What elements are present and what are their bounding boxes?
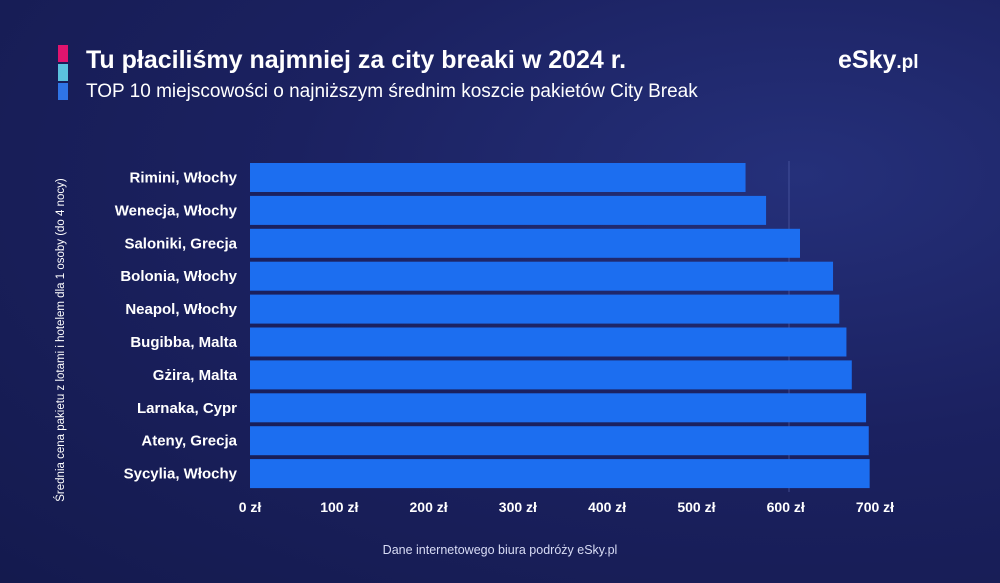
bar bbox=[250, 393, 867, 423]
logo-main: eSky bbox=[838, 46, 897, 74]
accent-bar-blue bbox=[58, 83, 68, 100]
bar bbox=[250, 163, 746, 192]
x-tick-label: 400 zł bbox=[588, 499, 626, 515]
category-label: Neapol, Włochy bbox=[125, 301, 237, 318]
accent-bar-cyan bbox=[58, 64, 68, 81]
chart-title: Tu płaciliśmy najmniej za city breaki w … bbox=[86, 46, 627, 74]
bar bbox=[250, 195, 767, 225]
esky-logo: eSky.pl bbox=[838, 46, 919, 75]
chart-subtitle: TOP 10 miejscowości o najniższym średnim… bbox=[86, 81, 698, 102]
x-tick-label: 0 zł bbox=[239, 499, 262, 515]
x-tick-label: 700 zł bbox=[856, 499, 894, 515]
bar bbox=[250, 261, 834, 291]
x-tick-label: 100 zł bbox=[320, 499, 358, 515]
x-tick-label: 200 zł bbox=[410, 499, 448, 515]
accent-bars bbox=[58, 45, 68, 102]
category-label: Gżira, Malta bbox=[153, 367, 238, 384]
category-label: Bolonia, Włochy bbox=[120, 268, 237, 285]
bar bbox=[250, 294, 840, 324]
category-label: Ateny, Grecja bbox=[141, 433, 237, 450]
category-label: Sycylia, Włochy bbox=[124, 466, 238, 483]
bar bbox=[250, 426, 869, 456]
bar bbox=[250, 228, 800, 258]
accent-bar-pink bbox=[58, 45, 68, 62]
source-note: Dane internetowego biura podróży eSky.pl bbox=[382, 543, 618, 557]
bar bbox=[250, 459, 870, 489]
category-label: Larnaka, Cypr bbox=[137, 400, 237, 417]
bar bbox=[250, 360, 852, 390]
bar bbox=[250, 327, 847, 357]
category-label: Wenecja, Włochy bbox=[115, 202, 238, 219]
logo-tld: .pl bbox=[896, 52, 919, 73]
category-label: Rimini, Włochy bbox=[129, 170, 237, 187]
x-tick-label: 500 zł bbox=[677, 499, 715, 515]
x-tick-label: 300 zł bbox=[499, 499, 537, 515]
category-label: Saloniki, Grecja bbox=[124, 235, 237, 252]
x-tick-label: 600 zł bbox=[767, 499, 805, 515]
category-label: Bugibba, Malta bbox=[130, 334, 237, 351]
